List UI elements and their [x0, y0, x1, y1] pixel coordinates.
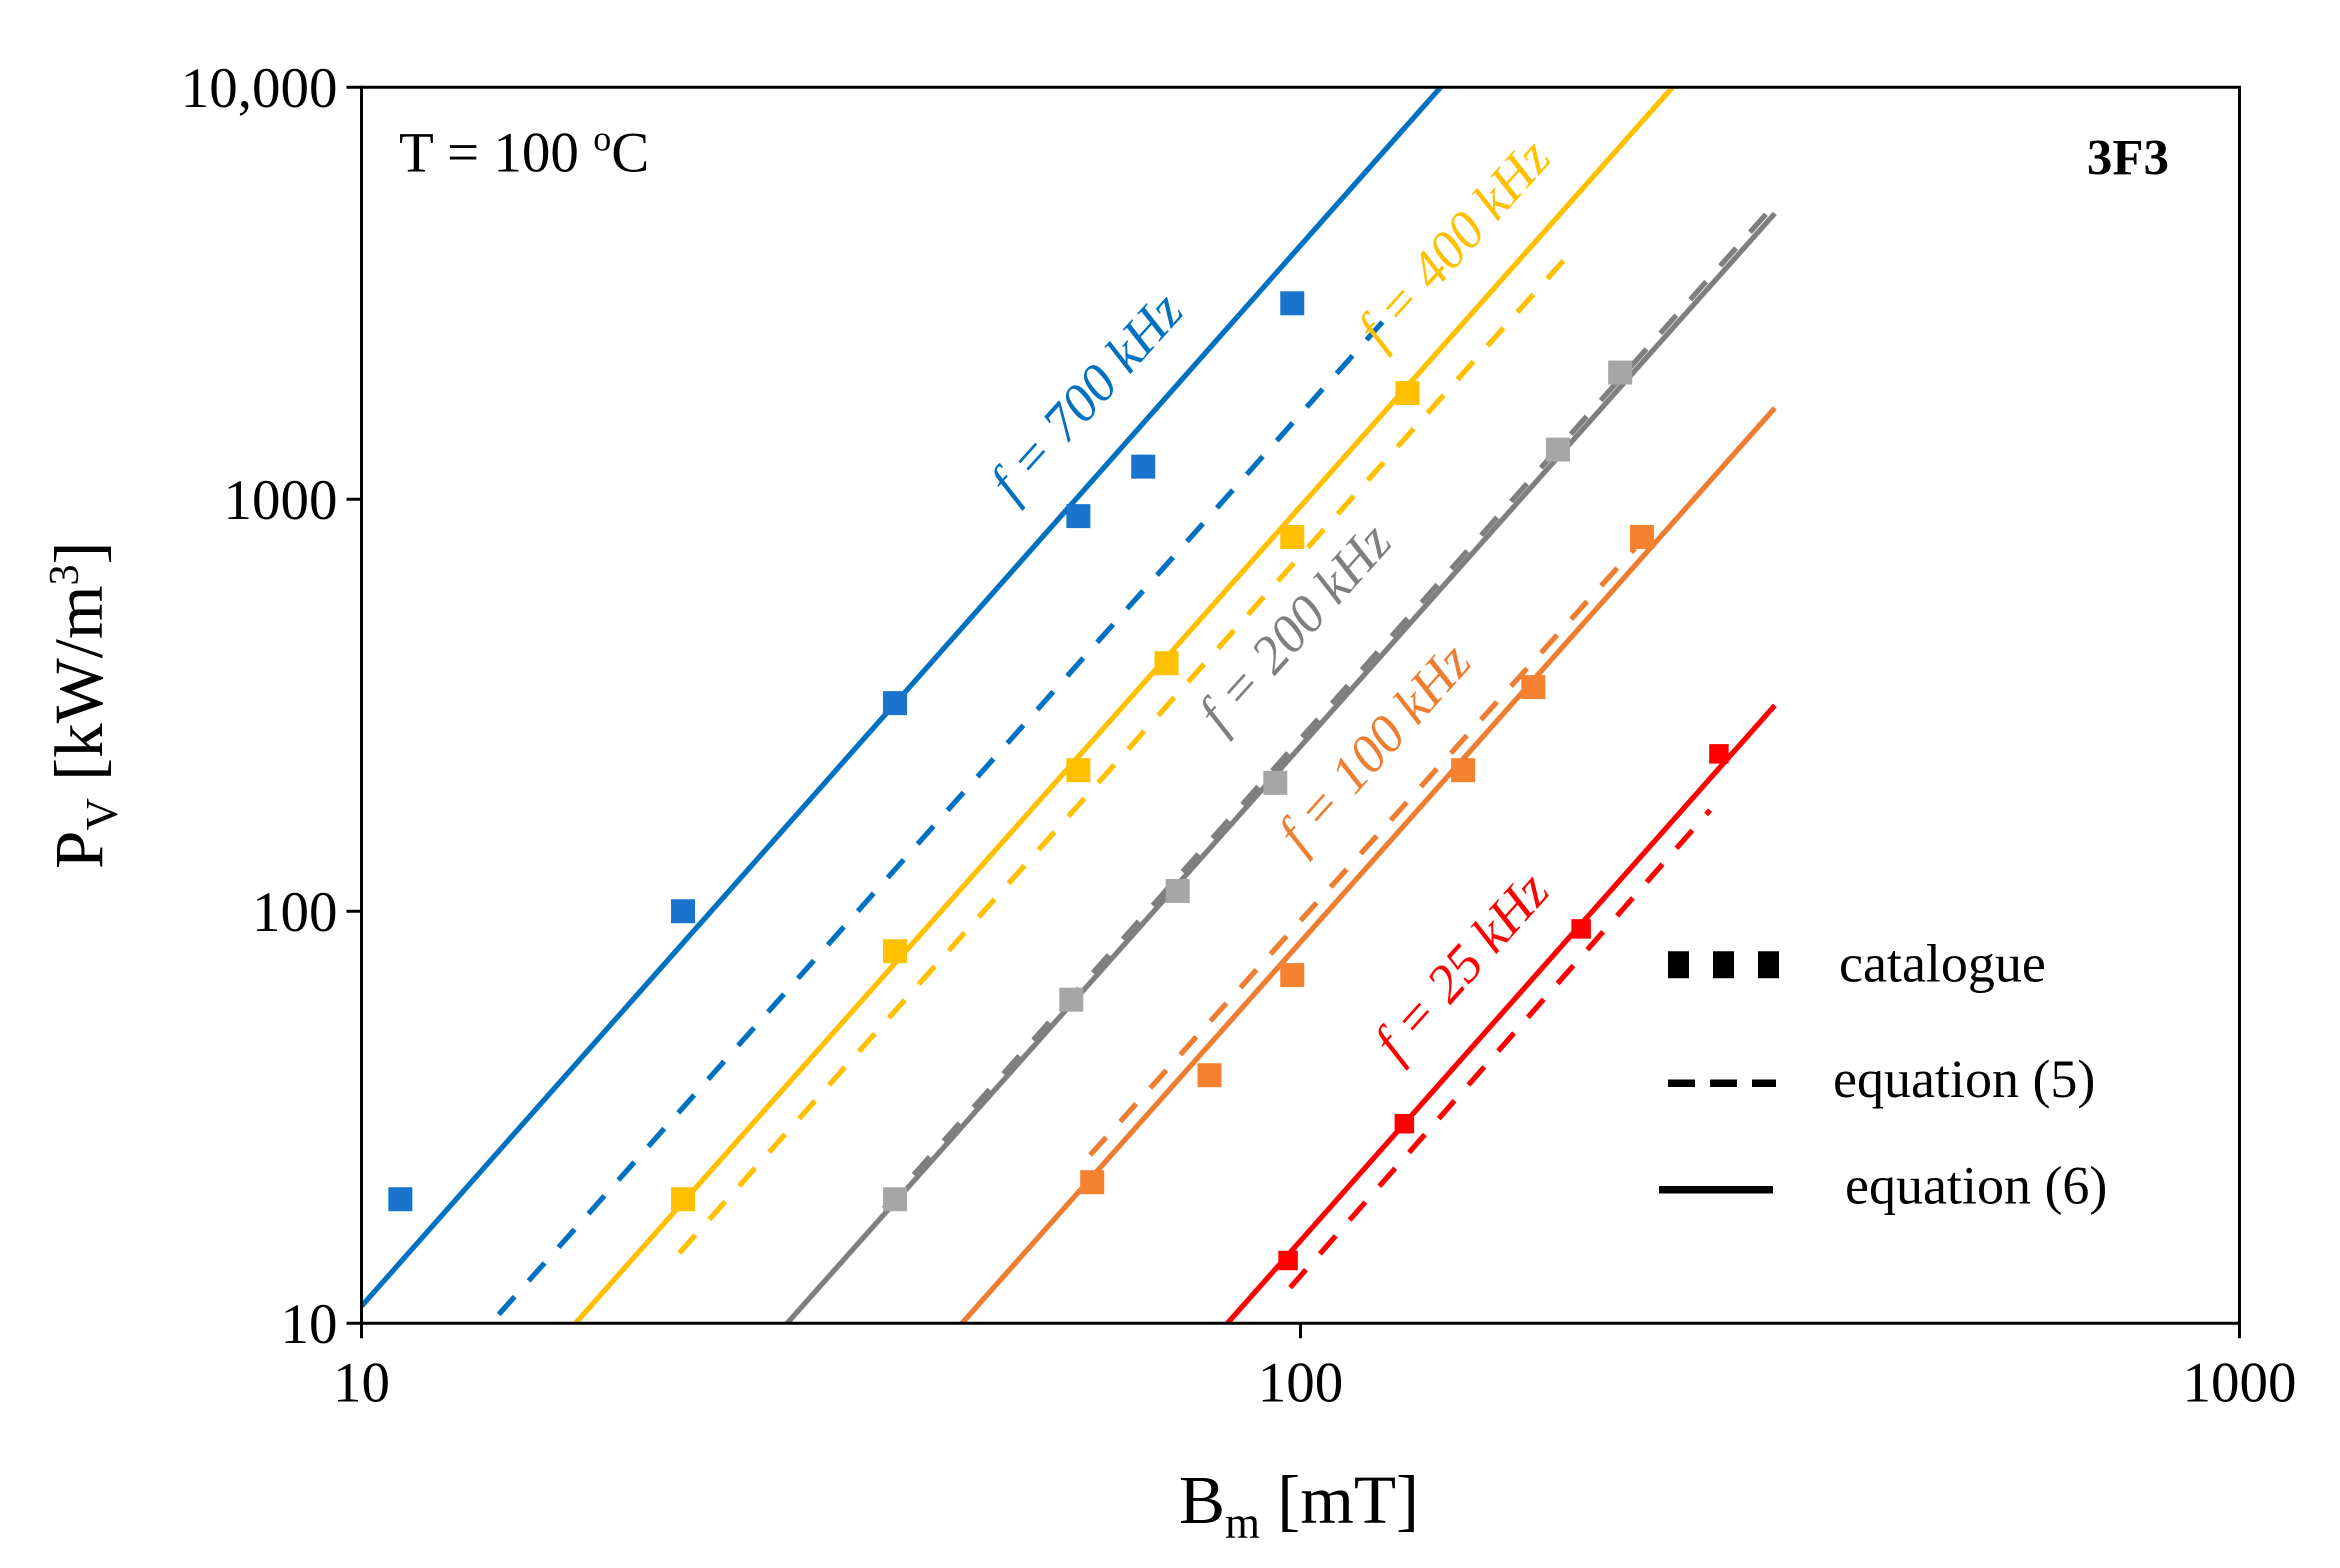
catalogue-point	[671, 899, 696, 924]
series-4	[1225, 703, 1777, 1324]
y-tick-label: 100	[252, 881, 338, 944]
catalogue-point	[1263, 770, 1288, 795]
x-tick-label: 10	[333, 1351, 390, 1414]
equation-5-line	[496, 310, 1394, 1317]
temperature-annotation: T = 100 oC	[399, 118, 649, 184]
catalogue-point	[1608, 360, 1633, 385]
y-tick-label: 1000	[224, 469, 338, 532]
catalogue-point	[1197, 1063, 1222, 1088]
y-axis-label: PV [kW/m3]	[41, 541, 127, 869]
catalogue-point	[1066, 758, 1091, 783]
equation-5-line	[1288, 808, 1713, 1290]
y-tick-label: 10	[281, 1293, 338, 1356]
catalogue-point	[1395, 381, 1420, 406]
catalogue-point	[388, 1187, 413, 1212]
y-tick-label: 10,000	[181, 57, 338, 120]
x-axis-label: Bm [mT]	[1179, 1462, 1419, 1548]
catalogue-point	[671, 1187, 696, 1212]
series-3	[960, 406, 1777, 1324]
axis-ticks: 10 100 1000 10 100 1000 10,000	[181, 57, 2297, 1415]
catalogue-point	[1154, 651, 1179, 676]
x-tick-label: 1000	[2183, 1351, 2297, 1414]
equation-6-line	[1225, 703, 1777, 1324]
catalogue-point	[883, 939, 908, 964]
catalogue-point	[1080, 1170, 1105, 1195]
catalogue-point	[883, 1187, 908, 1212]
catalogue-point	[1545, 437, 1570, 462]
series-1	[573, 87, 1675, 1324]
series-layer	[361, 87, 1777, 1324]
plot-frame	[360, 85, 2241, 1325]
series-2	[785, 202, 1777, 1324]
catalogue-point	[1165, 878, 1190, 903]
legend-catalogue-label: catalogue	[1839, 933, 2046, 993]
equation-5-line	[1088, 546, 1637, 1157]
series-label: f = 400 kHz	[1345, 128, 1562, 359]
catalogue-point	[1709, 744, 1729, 764]
catalogue-point	[1629, 524, 1654, 549]
catalogue-point	[1571, 919, 1591, 939]
catalogue-point	[1280, 291, 1305, 316]
catalogue-point	[1521, 675, 1546, 700]
catalogue-point	[1066, 504, 1091, 529]
catalogue-point	[1280, 963, 1305, 988]
series-label: f = 25 kHz	[1362, 861, 1560, 1072]
legend: catalogue equation (5) equation (6)	[1659, 933, 2107, 1215]
legend-catalogue-symbol	[1668, 951, 1779, 979]
catalogue-point	[1451, 758, 1476, 783]
material-annotation: 3F3	[2087, 130, 2169, 186]
catalogue-point	[1394, 1113, 1415, 1134]
catalogue-point	[1280, 524, 1305, 549]
legend-eq6-label: equation (6)	[1845, 1155, 2107, 1215]
catalogue-point	[1131, 454, 1156, 479]
equation-6-line	[573, 87, 1675, 1324]
series-label: f = 700 kHz	[978, 281, 1195, 512]
catalogue-point	[1278, 1250, 1298, 1271]
equation-5-line	[677, 245, 1577, 1255]
catalogue-point	[883, 691, 908, 716]
x-tick-label: 100	[1258, 1351, 1344, 1414]
series-0	[361, 87, 1443, 1317]
equation-6-line	[785, 211, 1777, 1324]
catalogue-point	[1059, 987, 1084, 1012]
legend-eq5-label: equation (5)	[1833, 1049, 2095, 1109]
equation-5-line	[881, 202, 1777, 1211]
